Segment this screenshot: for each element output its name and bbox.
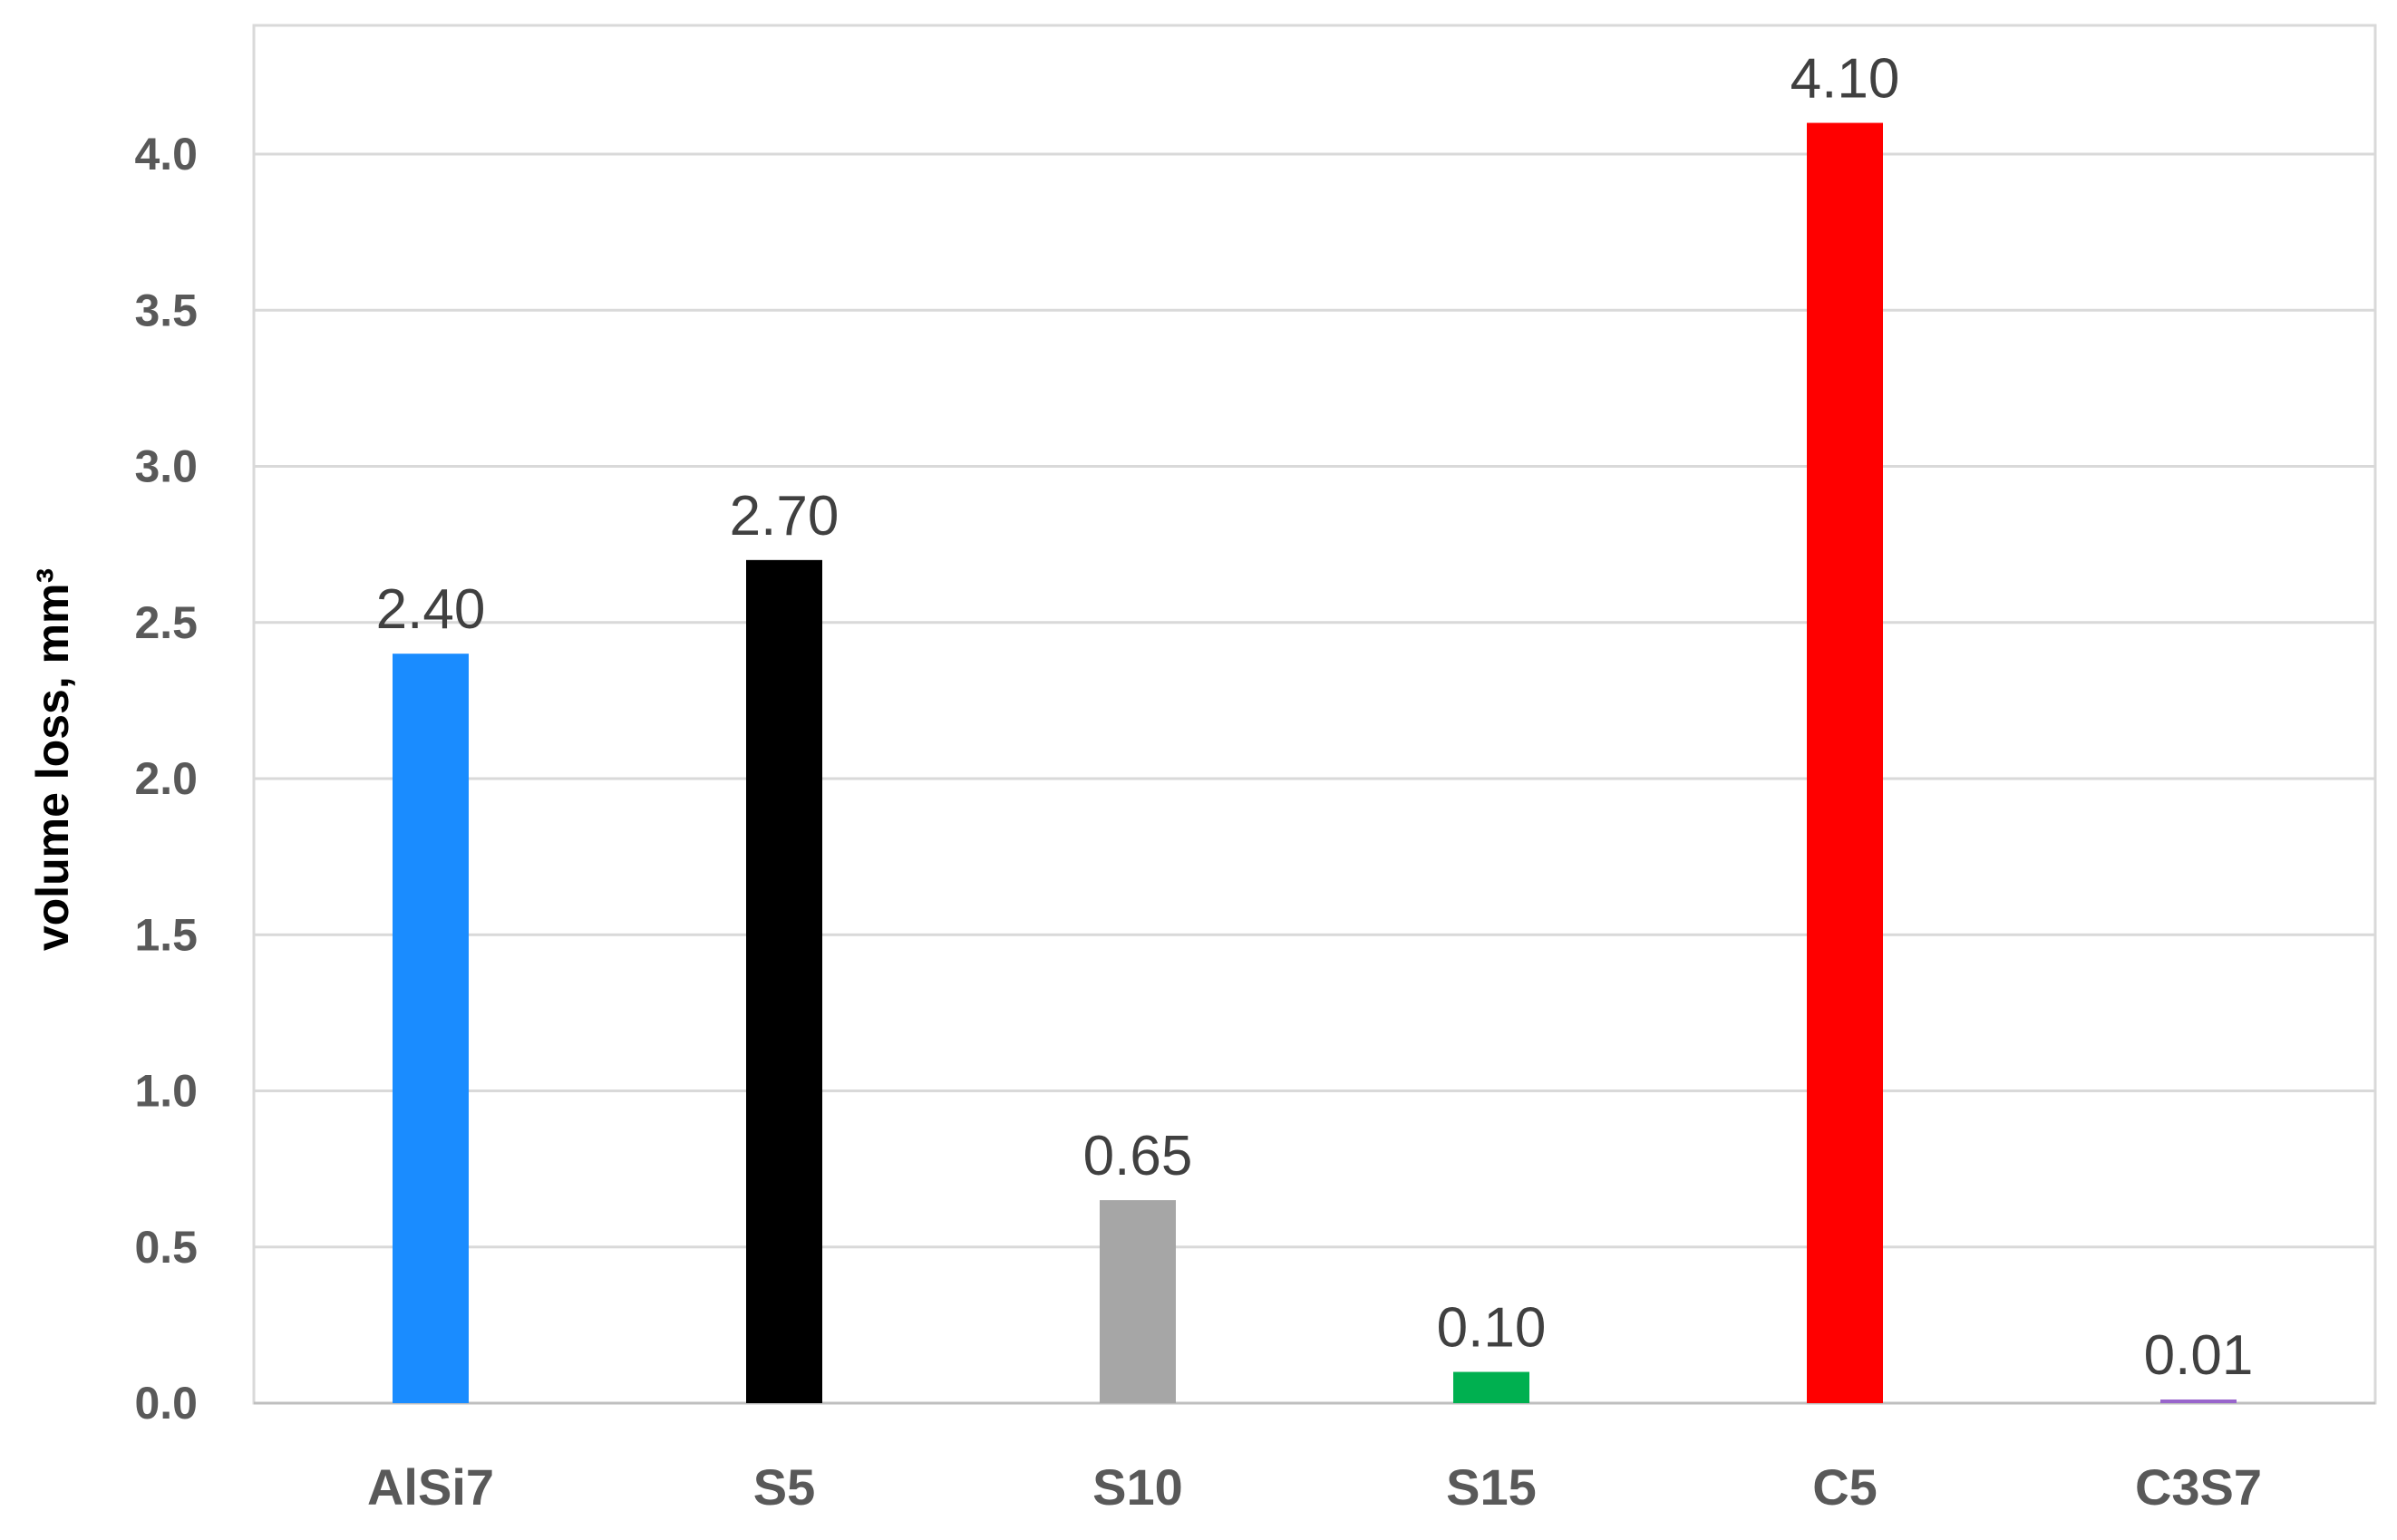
data-label-s10: 0.65 [1083,1125,1193,1187]
y-tick-label: 3.0 [134,441,198,492]
x-category-label: AlSi7 [367,1458,494,1516]
y-tick-label: 1.5 [134,909,198,960]
x-category-label: S15 [1446,1458,1537,1516]
bar-s10 [1100,1200,1176,1403]
bar-alsi7 [393,654,469,1403]
x-axis-category-labels: AlSi7 S5 S10 S15 C5 C3S7 [367,1458,2262,1516]
y-axis-tick-labels: 0.0 0.5 1.0 1.5 2.0 2.5 3.0 3.5 4.0 [134,129,198,1429]
data-labels: 2.40 2.70 0.65 0.10 4.10 0.01 [376,48,2254,1387]
plot-area [252,24,2377,1405]
y-tick-label: 4.0 [134,129,198,179]
bar-c5 [1807,122,1883,1403]
bars [393,122,2237,1403]
x-category-label: C3S7 [2135,1458,2262,1516]
y-tick-label: 0.0 [134,1378,198,1429]
x-category-label: S5 [753,1458,816,1516]
y-tick-label: 2.0 [134,753,198,804]
y-tick-label: 3.5 [134,285,198,335]
data-label-alsi7: 2.40 [376,578,486,641]
x-category-label: C5 [1812,1458,1878,1516]
data-label-c3s7: 0.01 [2144,1324,2254,1387]
bar-c3s7 [2160,1400,2237,1403]
bar-s5 [746,559,822,1403]
y-tick-label: 0.5 [134,1222,198,1273]
data-label-s15: 0.10 [1437,1297,1547,1360]
y-tick-label: 2.5 [134,597,198,648]
gridlines [254,152,2375,1405]
y-tick-label: 1.0 [134,1066,198,1117]
bar-s15 [1453,1371,1529,1403]
x-category-label: S10 [1092,1458,1183,1516]
data-label-c5: 4.10 [1790,48,1900,111]
y-axis-title: volume loss, mm³ [27,568,78,951]
data-label-s5: 2.70 [730,485,839,547]
